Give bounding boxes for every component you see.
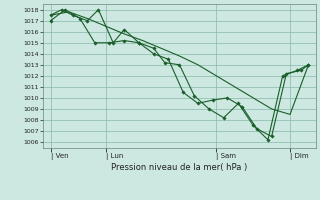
X-axis label: Pression niveau de la mer( hPa ): Pression niveau de la mer( hPa ) (111, 163, 248, 172)
